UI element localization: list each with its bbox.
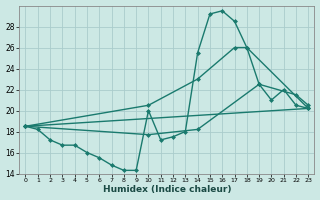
X-axis label: Humidex (Indice chaleur): Humidex (Indice chaleur) [103,185,231,194]
